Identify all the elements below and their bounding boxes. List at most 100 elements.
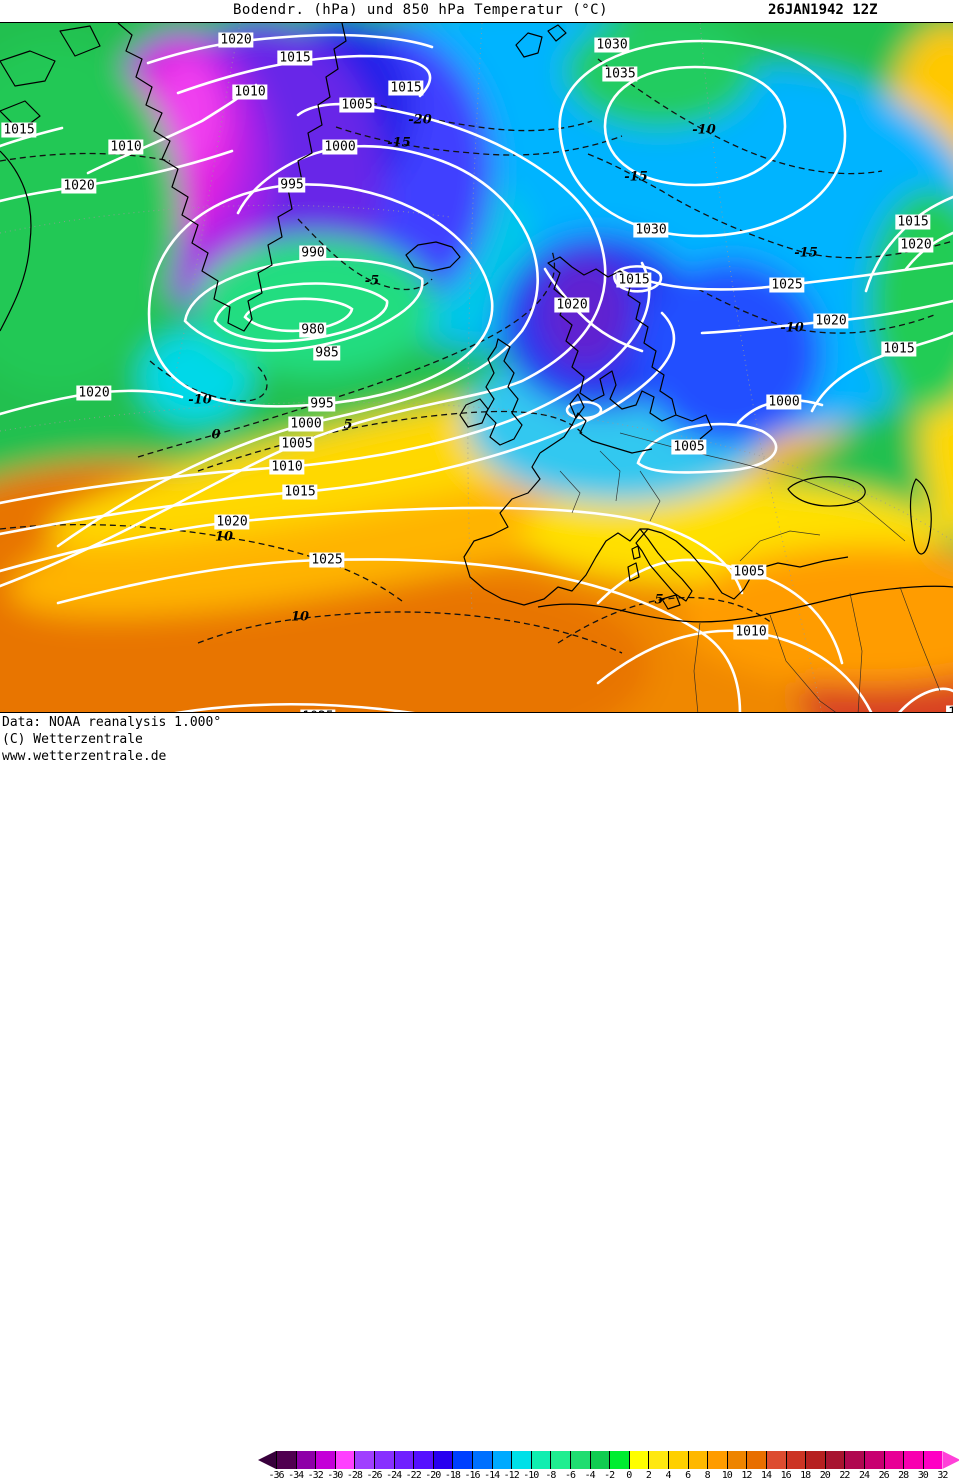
temperature-label: 0: [211, 427, 221, 443]
pressure-label: 1025: [300, 709, 336, 712]
pressure-label: 1020: [214, 514, 250, 530]
pressure-label: 1010: [232, 84, 268, 100]
pressure-label: 1020: [218, 32, 254, 48]
colorbar-segment: [452, 1451, 472, 1469]
colorbar-segment: [413, 1451, 433, 1469]
colorbar-tick-label: -8: [545, 1470, 556, 1481]
pressure-label: 1015: [895, 214, 931, 230]
colorbar-tick-label: 20: [819, 1470, 831, 1481]
colorbar-segment: [922, 1451, 943, 1469]
colorbar-tick-label: -10: [523, 1470, 539, 1481]
colorbar-tick-label: 24: [858, 1470, 870, 1481]
pressure-label: 1015: [277, 50, 313, 66]
temperature-label: -15: [624, 169, 648, 185]
colorbar-tick-label: 16: [780, 1470, 792, 1481]
colorbar-segment: [805, 1451, 825, 1469]
colorbar-segment: [570, 1451, 590, 1469]
colorbar-segment: [374, 1451, 394, 1469]
temperature-field: [0, 23, 953, 712]
temperature-label: -5: [364, 273, 380, 289]
colorbar-segment: [315, 1451, 335, 1469]
isotherms: [0, 58, 953, 654]
pressure-label: 1005: [279, 436, 315, 452]
colorbar-segment: [276, 1451, 296, 1469]
coastlines: [0, 23, 953, 623]
colorbar-segment: [824, 1451, 845, 1469]
colorbar-tick-label: -26: [366, 1470, 382, 1481]
colorbar-segment: [354, 1451, 374, 1469]
pressure-label: 1025: [769, 277, 805, 293]
colorbar-segment: [883, 1451, 904, 1469]
colorbar-tick-label: 28: [898, 1470, 909, 1481]
temperature-label: -15: [794, 245, 818, 261]
footer-data-source: Data: NOAA reanalysis 1.000°: [2, 715, 222, 730]
pressure-label: 1010: [733, 624, 769, 640]
map-title: Bodendr. (hPa) und 850 hPa Temperatur (°…: [233, 2, 609, 18]
pressure-label: 1015: [616, 272, 652, 288]
temperature-label: -20: [408, 112, 432, 128]
colorbar-segment: [766, 1451, 786, 1469]
colorbar-segment: [295, 1451, 316, 1469]
pressure-label: 1010: [269, 459, 305, 475]
pressure-label: 1020: [898, 237, 934, 253]
colorbar-tick-label: 6: [685, 1470, 691, 1481]
pressure-label: 1020: [61, 178, 97, 194]
temperature-label: 5: [654, 592, 664, 608]
temperature-label: 5: [343, 417, 353, 433]
colorbar-segment: [687, 1451, 708, 1469]
colorbar-segment: [785, 1451, 806, 1469]
colorbar-tick-label: -28: [346, 1470, 363, 1481]
colorbar-tick-label: -6: [564, 1470, 576, 1481]
colorbar-segment: [472, 1451, 492, 1469]
colorbar-segment: [648, 1451, 668, 1469]
pressure-label: 995: [278, 177, 306, 193]
colorbar-segment: [530, 1451, 551, 1469]
colorbar-segment: [903, 1451, 923, 1469]
temperature-label: 10: [214, 529, 234, 545]
colorbar-tick-label: 8: [704, 1470, 711, 1481]
temperature-label: 10: [290, 609, 310, 625]
colorbar-tick-label: 10: [721, 1470, 733, 1481]
colorbar-tick-label: -2: [604, 1470, 615, 1481]
pressure-label: 1030: [594, 37, 630, 53]
colorbar-segment: [511, 1451, 531, 1469]
colorbar-segment: [491, 1451, 512, 1469]
colorbar-tick-label: 12: [741, 1470, 752, 1481]
temperature-colorbar: -36 -34 -32 -30 -28 -26 -24 -22 -20 -18 -16 -14 -12-…: [0, 1451, 959, 1483]
colorbar-segment: [707, 1451, 727, 1469]
colorbar-tick-label: 0: [626, 1470, 632, 1481]
colorbar-left-arrow: [258, 1451, 276, 1469]
pressure-label: 1005: [731, 564, 767, 580]
pressure-label: 1020: [76, 385, 112, 401]
temperature-label: -10: [188, 392, 212, 408]
colorbar-tick-label: -16: [464, 1470, 480, 1481]
colorbar-tick-label: -4: [584, 1470, 596, 1481]
colorbar-tick-label: 26: [878, 1470, 890, 1481]
pressure-label: 1015: [388, 80, 424, 96]
temperature-label: -10: [780, 320, 804, 336]
pressure-label: 985: [313, 345, 341, 361]
temperature-label: -10: [692, 122, 716, 138]
colorbar-tick-label: 14: [760, 1470, 772, 1481]
colorbar-tick-label: 22: [839, 1470, 850, 1481]
footer-copyright: (C) Wetterzentrale: [2, 732, 143, 747]
colorbar-tick-label: 2: [645, 1470, 652, 1481]
pressure-label: 1: [946, 705, 953, 712]
pressure-label: 1035: [602, 66, 638, 82]
temperature-label: -15: [387, 135, 411, 151]
colorbar-segment: [628, 1451, 649, 1469]
map-datetime: 26JAN1942 12Z: [768, 2, 878, 18]
title-bar: Bodendr. (hPa) und 850 hPa Temperatur (°…: [0, 0, 959, 22]
colorbar-segment: [668, 1451, 688, 1469]
colorbar-segment: [393, 1451, 414, 1469]
pressure-label: 1015: [881, 341, 917, 357]
colorbar-tick-label: -30: [327, 1470, 343, 1481]
colorbar-tick-label: -36: [268, 1470, 284, 1481]
footer: Data: NOAA reanalysis 1.000° (C) Wetterz…: [0, 713, 959, 1481]
pressure-label: 1020: [554, 297, 590, 313]
colorbar-segment: [589, 1451, 610, 1469]
colorbar-tick-label: 18: [800, 1470, 811, 1481]
colorbar-tick-label: 30: [917, 1470, 929, 1481]
pressure-label: 1025: [309, 552, 345, 568]
